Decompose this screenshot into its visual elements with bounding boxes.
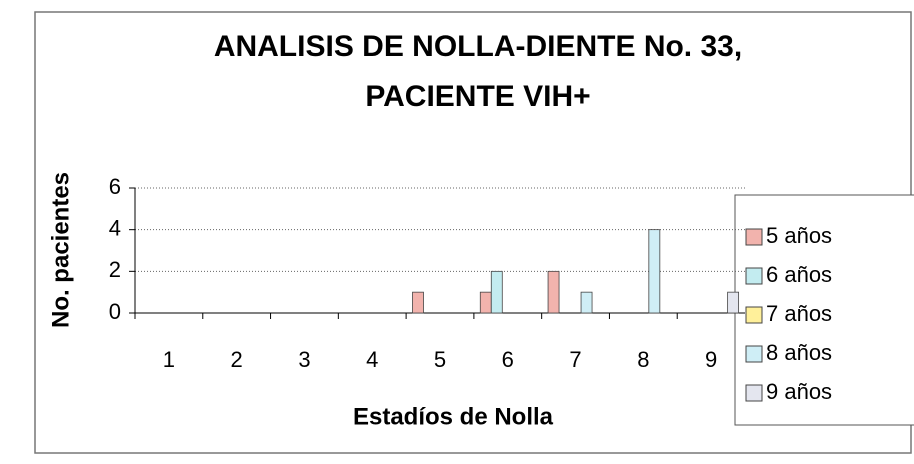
bar <box>547 270 560 314</box>
x-tick-label: 2 <box>231 347 243 372</box>
legend-swatch <box>745 267 763 285</box>
x-axis-label: Estadíos de Nolla <box>353 403 554 430</box>
legend-label: 9 años <box>766 379 832 404</box>
legend-label: 7 años <box>766 301 832 326</box>
x-tick-label: 8 <box>637 347 649 372</box>
x-tick-label: 9 <box>705 347 717 372</box>
bar <box>727 291 740 314</box>
bar <box>479 291 492 314</box>
y-tick-label: 6 <box>109 174 121 199</box>
legend-box <box>734 194 914 426</box>
x-tick-label: 7 <box>569 347 581 372</box>
bar <box>490 270 503 314</box>
x-tick-label: 4 <box>366 347 378 372</box>
y-tick-label: 0 <box>109 299 121 324</box>
x-tick-label: 3 <box>298 347 310 372</box>
chart-title: ANALISIS DE NOLLA-DIENTE No. 33, <box>214 30 742 63</box>
legend-swatch <box>745 384 763 402</box>
x-tick-label: 6 <box>502 347 514 372</box>
x-tick-label: 1 <box>163 347 175 372</box>
legend-label: 8 años <box>766 340 832 365</box>
chart-title: PACIENTE VIH+ <box>365 80 590 113</box>
legend-label: 5 años <box>766 223 832 248</box>
bar <box>580 291 593 314</box>
y-axis-label: No. pacientes <box>47 172 74 328</box>
bar <box>412 291 424 314</box>
y-tick-label: 4 <box>109 215 121 240</box>
y-tick-label: 2 <box>109 257 121 282</box>
legend-swatch <box>745 345 763 363</box>
legend-label: 6 años <box>766 262 832 287</box>
x-tick-label: 5 <box>434 347 446 372</box>
legend-swatch <box>745 228 763 246</box>
legend-swatch <box>745 306 763 324</box>
bar <box>648 229 661 314</box>
